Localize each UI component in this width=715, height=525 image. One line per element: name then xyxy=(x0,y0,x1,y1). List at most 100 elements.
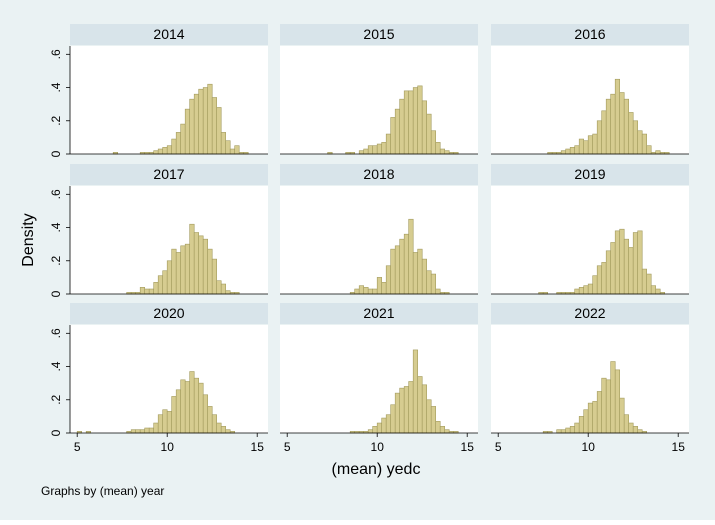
panel-strip xyxy=(491,164,689,185)
histogram-bar xyxy=(358,285,365,295)
histogram-bar xyxy=(376,143,383,155)
histogram-bar xyxy=(605,250,612,295)
histogram-bar xyxy=(619,92,625,155)
plot-area xyxy=(70,46,268,154)
panel-strip xyxy=(280,164,478,185)
histogram-bar xyxy=(587,283,594,295)
histogram-bar xyxy=(153,150,159,155)
histogram-bar xyxy=(225,429,231,434)
histogram-bar xyxy=(180,123,186,155)
histogram-bar xyxy=(180,245,186,295)
histogram-bar xyxy=(148,427,154,434)
histogram-bar xyxy=(569,426,576,434)
histogram-bar xyxy=(394,108,401,155)
histogram-bar xyxy=(592,401,598,434)
histogram-bar xyxy=(426,399,432,434)
panel-strip xyxy=(491,303,689,324)
histogram-bar xyxy=(632,232,639,295)
histogram-bar xyxy=(628,422,634,434)
histogram-bar xyxy=(408,218,414,295)
y-tick-label: .6 xyxy=(49,328,63,338)
histogram-bar xyxy=(394,392,401,434)
histogram-bar xyxy=(632,120,639,155)
histogram-bar xyxy=(367,288,374,295)
histogram-bar xyxy=(412,349,419,434)
panel-title: 2017 xyxy=(153,166,184,182)
histogram-bar xyxy=(439,426,446,434)
histogram-bar xyxy=(189,223,195,295)
histogram-bar xyxy=(623,238,630,295)
histogram-bar xyxy=(614,78,621,155)
x-tick-label: 10 xyxy=(371,440,385,454)
histogram-bar xyxy=(565,148,571,155)
histogram-bar xyxy=(426,270,432,295)
histogram-bar xyxy=(426,113,432,155)
x-tick-label: 5 xyxy=(495,440,502,454)
x-tick-label: 15 xyxy=(461,440,475,454)
histogram-bar xyxy=(605,379,612,434)
histogram-bar xyxy=(403,90,410,155)
histogram-bar xyxy=(175,389,181,434)
histogram-bar xyxy=(596,265,603,295)
histogram-bar xyxy=(583,409,589,434)
histogram-bar xyxy=(157,414,163,434)
histogram-bar xyxy=(619,397,625,434)
x-tick-label: 15 xyxy=(672,440,686,454)
histogram-bar xyxy=(637,429,643,434)
y-tick-label: .4 xyxy=(49,361,63,371)
histogram-bar xyxy=(592,275,598,295)
histogram-bar xyxy=(193,377,199,434)
x-tick-label: 5 xyxy=(74,440,81,454)
histogram-bar xyxy=(435,421,441,434)
panel-strip xyxy=(70,24,268,45)
histogram-bar xyxy=(390,404,396,434)
histogram-bar xyxy=(583,285,589,295)
histogram-bar xyxy=(560,150,567,155)
histogram-bar xyxy=(444,429,450,434)
histogram-bar xyxy=(175,132,181,155)
plot-area xyxy=(491,186,689,294)
histogram-bar xyxy=(596,120,603,155)
plot-area xyxy=(280,186,478,294)
histogram-bar xyxy=(372,145,378,155)
histogram-bar xyxy=(439,148,446,155)
panel-strip xyxy=(491,24,689,45)
x-tick-label: 5 xyxy=(284,440,291,454)
histogram-bar xyxy=(399,238,405,295)
histogram-bar xyxy=(144,288,150,295)
histogram-bar xyxy=(628,247,634,295)
histogram-bar xyxy=(601,110,607,155)
histogram-bar xyxy=(408,90,414,155)
histogram-bar xyxy=(628,112,634,155)
histogram-bar xyxy=(207,406,213,434)
histogram-bar xyxy=(171,138,177,155)
histogram-bar xyxy=(655,150,661,155)
y-tick-label: .2 xyxy=(49,255,63,265)
histogram-bar xyxy=(166,260,172,295)
histogram-bar xyxy=(220,132,226,155)
panel-title: 2021 xyxy=(363,305,394,321)
histogram-bar xyxy=(637,130,643,155)
histogram-bar xyxy=(385,265,392,295)
y-tick-label: .6 xyxy=(49,189,63,199)
histogram-bar xyxy=(403,233,410,295)
y-axis-title: Density xyxy=(20,213,37,266)
histogram-bar xyxy=(394,245,401,295)
histogram-bar xyxy=(610,93,616,155)
histogram-bar xyxy=(417,376,423,434)
x-axis-title: (mean) yedc xyxy=(332,461,421,478)
histogram-bar xyxy=(220,283,226,295)
histogram-bar xyxy=(234,145,240,155)
histogram-bar xyxy=(189,371,195,434)
histogram-bar xyxy=(193,232,199,295)
y-tick-label: .6 xyxy=(49,49,63,59)
panel-strip xyxy=(280,24,478,45)
histogram-bar xyxy=(216,422,222,434)
histogram-bar xyxy=(610,361,616,434)
panel-title: 2018 xyxy=(363,166,394,182)
panel-strip xyxy=(70,303,268,324)
histogram-bar xyxy=(363,287,369,295)
histogram-bar xyxy=(153,422,159,434)
histogram-bar xyxy=(421,384,428,434)
